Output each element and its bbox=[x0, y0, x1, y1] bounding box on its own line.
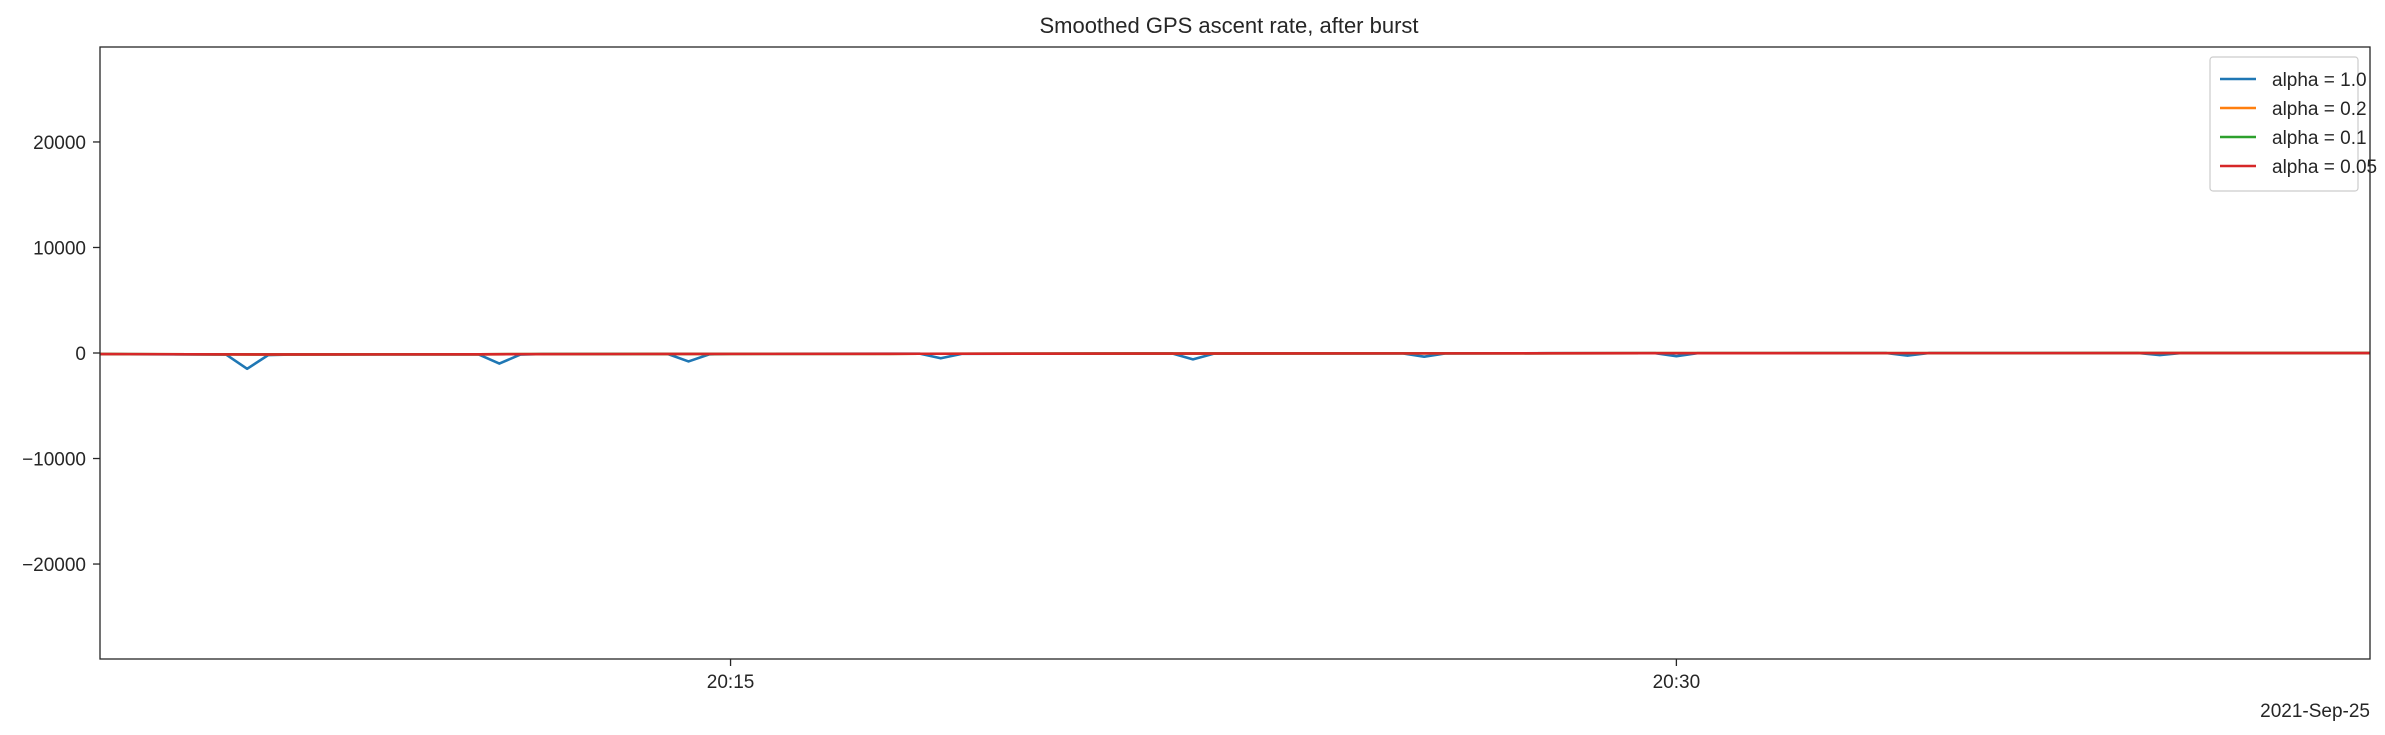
x-tick-label: 20:15 bbox=[707, 672, 755, 693]
x-tick-label: 20:30 bbox=[1653, 672, 1701, 693]
y-tick-label: −20000 bbox=[22, 555, 86, 576]
y-tick-label: 10000 bbox=[33, 238, 86, 259]
legend-label-2: alpha = 0.1 bbox=[2272, 128, 2367, 149]
legend-box bbox=[2209, 56, 2359, 192]
legend-label-0: alpha = 1.0 bbox=[2272, 70, 2367, 91]
y-tick-label: −10000 bbox=[22, 450, 86, 471]
series-line-0 bbox=[100, 351, 2370, 371]
chart-title: Smoothed GPS ascent rate, after burst bbox=[1039, 13, 1418, 38]
series-line-3 bbox=[100, 351, 2370, 356]
legend: alpha = 1.0 alpha = 0.2 alpha = 0.1 alpha =… bbox=[2209, 56, 2377, 192]
plot-area bbox=[100, 351, 2370, 371]
legend-label-3: alpha = 0.05 bbox=[2272, 157, 2377, 178]
x-axis: 20:15 20:30 bbox=[707, 659, 1700, 693]
x-axis-date-label: 2021-Sep-25 bbox=[2260, 701, 2370, 722]
y-tick-label: 20000 bbox=[33, 133, 86, 154]
y-axis: 20000 10000 0 −10000 −20000 bbox=[22, 133, 100, 576]
y-tick-label: 0 bbox=[75, 344, 86, 365]
legend-label-1: alpha = 0.2 bbox=[2272, 99, 2367, 120]
